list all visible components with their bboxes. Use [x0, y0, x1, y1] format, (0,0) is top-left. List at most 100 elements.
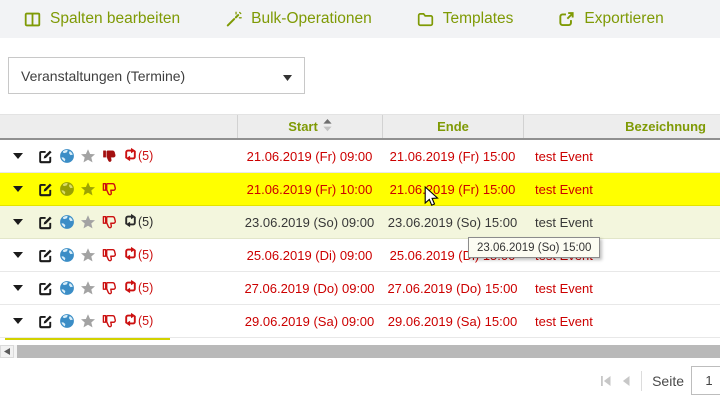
edit-icon[interactable]	[37, 181, 54, 198]
start-cell: 29.06.2019 (Sa) 09:00	[244, 313, 375, 329]
row-icons-cell: (5)	[0, 140, 237, 172]
repeat-count: (5)	[138, 248, 154, 262]
sort-icon	[323, 118, 332, 135]
expand-caret-icon[interactable]	[13, 285, 23, 291]
end-cell: 27.06.2019 (Do) 15:00	[387, 280, 518, 296]
globe-icon[interactable]	[59, 148, 75, 164]
start-cell: 25.06.2019 (Di) 09:00	[246, 247, 373, 263]
repeat-count: (5)	[138, 149, 154, 163]
scrollbar-thumb[interactable]	[17, 345, 720, 358]
table-row[interactable]: (5) 27.06.2019 (Do) 09:00 27.06.2019 (Do…	[0, 272, 720, 305]
star-icon[interactable]	[80, 313, 96, 329]
star-icon[interactable]	[80, 214, 96, 230]
start-cell: 21.06.2019 (Fr) 10:00	[246, 181, 373, 197]
row-icons-cell: (5)	[0, 305, 237, 337]
thumbs-down-icon[interactable]	[101, 313, 117, 329]
repeat-icon	[122, 147, 139, 165]
thumbs-down-icon[interactable]	[101, 148, 117, 164]
name-header-label: Bezeichnung	[625, 119, 706, 134]
thumbs-down-icon[interactable]	[101, 181, 117, 197]
star-icon[interactable]	[80, 181, 96, 197]
globe-icon[interactable]	[59, 181, 75, 197]
table-row[interactable]: (5) 29.06.2019 (Sa) 09:00 29.06.2019 (Sa…	[0, 305, 720, 338]
bulk-operations-button[interactable]: Bulk-Operationen	[225, 10, 372, 28]
repeat-icon	[122, 246, 139, 264]
column-header-end[interactable]: Ende	[382, 115, 523, 138]
repeat-series-button[interactable]: (5)	[122, 147, 153, 165]
edit-icon[interactable]	[37, 313, 54, 330]
name-cell: test Event	[535, 280, 593, 296]
edit-icon[interactable]	[37, 214, 54, 231]
export-button[interactable]: Exportieren	[558, 10, 664, 28]
date-tooltip: 23.06.2019 (So) 15:00	[468, 237, 601, 258]
globe-icon[interactable]	[59, 214, 75, 230]
edit-columns-button[interactable]: Spalten bearbeiten	[24, 10, 180, 28]
repeat-series-button[interactable]: (5)	[122, 246, 153, 264]
export-label: Exportieren	[584, 10, 664, 27]
pager-divider	[641, 370, 643, 391]
table-row[interactable]: (5) 21.06.2019 (Fr) 09:00 21.06.2019 (Fr…	[0, 140, 720, 173]
columns-icon	[24, 11, 41, 28]
folder-icon	[417, 11, 434, 28]
repeat-series-button[interactable]: (5)	[122, 312, 153, 330]
templates-label: Templates	[442, 10, 514, 27]
page-number-input[interactable]	[691, 366, 720, 395]
table-header: Start Ende Bezeichnung	[0, 114, 720, 140]
start-cell: 23.06.2019 (So) 09:00	[244, 214, 375, 230]
magic-wand-icon	[225, 11, 242, 28]
edit-icon[interactable]	[37, 280, 54, 297]
end-cell: 21.06.2019 (Fr) 15:00	[389, 148, 516, 164]
expand-caret-icon[interactable]	[13, 318, 23, 324]
row-icons-cell	[0, 173, 237, 205]
templates-button[interactable]: Templates	[417, 10, 514, 28]
repeat-count: (5)	[138, 215, 154, 229]
star-icon[interactable]	[80, 148, 96, 164]
table-row[interactable]: (5) 25.06.2019 (Di) 09:00 25.06.2019 (Di…	[0, 239, 720, 272]
repeat-icon	[122, 213, 139, 231]
repeat-series-button[interactable]: (5)	[122, 279, 153, 297]
thumbs-down-icon[interactable]	[101, 280, 117, 296]
row-icons-cell: (5)	[0, 272, 237, 304]
page-label: Seite	[652, 372, 684, 389]
star-icon[interactable]	[80, 280, 96, 296]
start-header-label: Start	[288, 119, 318, 134]
chevron-down-icon	[283, 68, 292, 84]
name-cell: test Event	[535, 214, 593, 230]
expand-caret-icon[interactable]	[13, 252, 23, 258]
scroll-left-button[interactable]	[0, 345, 14, 358]
end-header-label: Ende	[437, 119, 469, 134]
column-header-name[interactable]: Bezeichnung	[523, 115, 720, 138]
expand-caret-icon[interactable]	[13, 219, 23, 225]
table-footer-accent-line	[5, 338, 170, 340]
column-header-start[interactable]: Start	[237, 115, 382, 138]
edit-columns-label: Spalten bearbeiten	[50, 10, 181, 27]
globe-icon[interactable]	[59, 280, 75, 296]
name-cell: test Event	[535, 181, 593, 197]
horizontal-scrollbar[interactable]	[0, 345, 720, 358]
end-cell: 29.06.2019 (Sa) 15:00	[387, 313, 518, 329]
expand-caret-icon[interactable]	[13, 186, 23, 192]
globe-icon[interactable]	[59, 247, 75, 263]
column-header-icons	[0, 115, 237, 138]
first-page-icon[interactable]	[600, 375, 613, 387]
table-row[interactable]: 21.06.2019 (Fr) 10:00 21.06.2019 (Fr) 15…	[0, 173, 720, 206]
row-icons-cell: (5)	[0, 206, 237, 238]
end-cell: 21.06.2019 (Fr) 15:00	[389, 181, 516, 197]
expand-caret-icon[interactable]	[13, 153, 23, 159]
export-icon	[558, 11, 575, 28]
edit-icon[interactable]	[37, 148, 54, 165]
table-row[interactable]: (5) 23.06.2019 (So) 09:00 23.06.2019 (So…	[0, 206, 720, 239]
thumbs-down-icon[interactable]	[101, 247, 117, 263]
repeat-series-button[interactable]: (5)	[122, 213, 153, 231]
repeat-icon	[122, 279, 139, 297]
globe-icon[interactable]	[59, 313, 75, 329]
prev-page-icon[interactable]	[620, 375, 631, 387]
row-icons-cell: (5)	[0, 239, 237, 271]
star-icon[interactable]	[80, 247, 96, 263]
end-cell: 23.06.2019 (So) 15:00	[387, 214, 518, 230]
thumbs-down-icon[interactable]	[101, 214, 117, 230]
edit-icon[interactable]	[37, 247, 54, 264]
entity-type-select[interactable]: Veranstaltungen (Termine)	[8, 57, 305, 94]
name-cell: test Event	[535, 148, 593, 164]
